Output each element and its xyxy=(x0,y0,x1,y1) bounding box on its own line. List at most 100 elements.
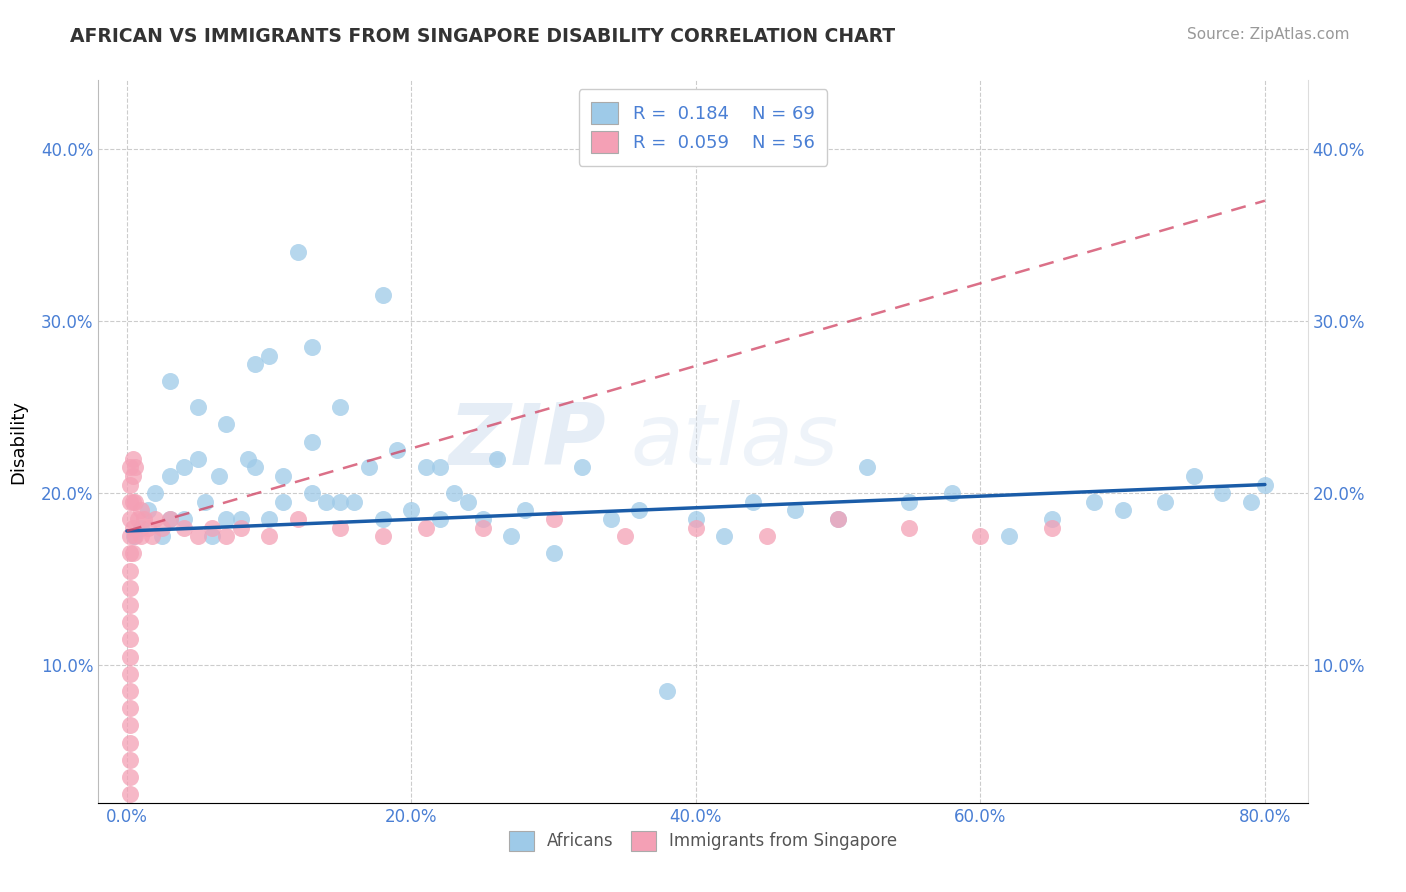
Point xyxy=(471,512,494,526)
Point xyxy=(173,460,195,475)
Point xyxy=(543,512,565,526)
Point xyxy=(499,529,522,543)
Point xyxy=(143,486,166,500)
Point xyxy=(543,546,565,560)
Point xyxy=(301,486,323,500)
Point xyxy=(243,460,266,475)
Point xyxy=(122,529,145,543)
Point xyxy=(485,451,508,466)
Point xyxy=(1154,494,1177,508)
Point xyxy=(201,520,224,534)
Point xyxy=(118,735,141,749)
Point xyxy=(118,581,141,595)
Point xyxy=(136,503,159,517)
Point xyxy=(457,494,479,508)
Point xyxy=(118,666,141,681)
Point xyxy=(229,512,252,526)
Point xyxy=(118,684,141,698)
Point xyxy=(121,520,143,534)
Point xyxy=(132,512,155,526)
Point xyxy=(371,529,394,543)
Point xyxy=(998,529,1021,543)
Text: Source: ZipAtlas.com: Source: ZipAtlas.com xyxy=(1187,27,1350,42)
Legend: Africans, Immigrants from Singapore: Africans, Immigrants from Singapore xyxy=(501,822,905,860)
Point xyxy=(141,529,163,543)
Point xyxy=(941,486,963,500)
Point xyxy=(287,512,309,526)
Point xyxy=(385,443,408,458)
Point xyxy=(118,787,141,801)
Point xyxy=(415,520,437,534)
Point xyxy=(173,512,195,526)
Point xyxy=(855,460,877,475)
Point xyxy=(785,503,807,517)
Point xyxy=(187,451,209,466)
Point xyxy=(1182,469,1205,483)
Point xyxy=(315,494,337,508)
Point xyxy=(118,770,141,784)
Point xyxy=(118,460,141,475)
Point xyxy=(118,615,141,630)
Point xyxy=(1211,486,1233,500)
Point xyxy=(118,494,141,508)
Point xyxy=(118,753,141,767)
Point xyxy=(257,512,280,526)
Point xyxy=(571,460,593,475)
Point xyxy=(143,512,166,526)
Point xyxy=(627,503,650,517)
Point xyxy=(118,546,141,560)
Text: ZIP: ZIP xyxy=(449,400,606,483)
Point xyxy=(121,546,143,560)
Point xyxy=(173,520,195,534)
Point xyxy=(194,494,217,508)
Point xyxy=(118,564,141,578)
Point xyxy=(118,477,141,491)
Point xyxy=(1040,512,1063,526)
Point xyxy=(257,349,280,363)
Point xyxy=(121,451,143,466)
Point xyxy=(329,520,352,534)
Point xyxy=(229,520,252,534)
Point xyxy=(515,503,537,517)
Point xyxy=(713,529,735,543)
Point xyxy=(129,503,152,517)
Point xyxy=(124,494,146,508)
Point xyxy=(613,529,636,543)
Point xyxy=(685,512,707,526)
Point xyxy=(898,494,921,508)
Point xyxy=(159,512,181,526)
Text: AFRICAN VS IMMIGRANTS FROM SINGAPORE DISABILITY CORRELATION CHART: AFRICAN VS IMMIGRANTS FROM SINGAPORE DIS… xyxy=(70,27,896,45)
Point xyxy=(159,374,181,388)
Point xyxy=(152,529,174,543)
Point xyxy=(301,340,323,354)
Point xyxy=(741,494,763,508)
Point xyxy=(599,512,621,526)
Point xyxy=(429,512,451,526)
Point xyxy=(287,245,309,260)
Point xyxy=(329,400,352,414)
Point xyxy=(343,494,366,508)
Point xyxy=(118,512,141,526)
Point xyxy=(215,417,238,432)
Y-axis label: Disability: Disability xyxy=(10,400,27,483)
Point xyxy=(969,529,991,543)
Point xyxy=(159,469,181,483)
Point xyxy=(273,469,295,483)
Point xyxy=(118,649,141,664)
Point xyxy=(152,520,174,534)
Point xyxy=(118,598,141,612)
Point xyxy=(1040,520,1063,534)
Point xyxy=(124,460,146,475)
Text: atlas: atlas xyxy=(630,400,838,483)
Point xyxy=(273,494,295,508)
Point xyxy=(257,529,280,543)
Point xyxy=(401,503,423,517)
Point xyxy=(443,486,465,500)
Point xyxy=(657,684,679,698)
Point xyxy=(1111,503,1133,517)
Point xyxy=(471,520,494,534)
Point xyxy=(898,520,921,534)
Point xyxy=(827,512,849,526)
Point xyxy=(127,512,149,526)
Point xyxy=(215,529,238,543)
